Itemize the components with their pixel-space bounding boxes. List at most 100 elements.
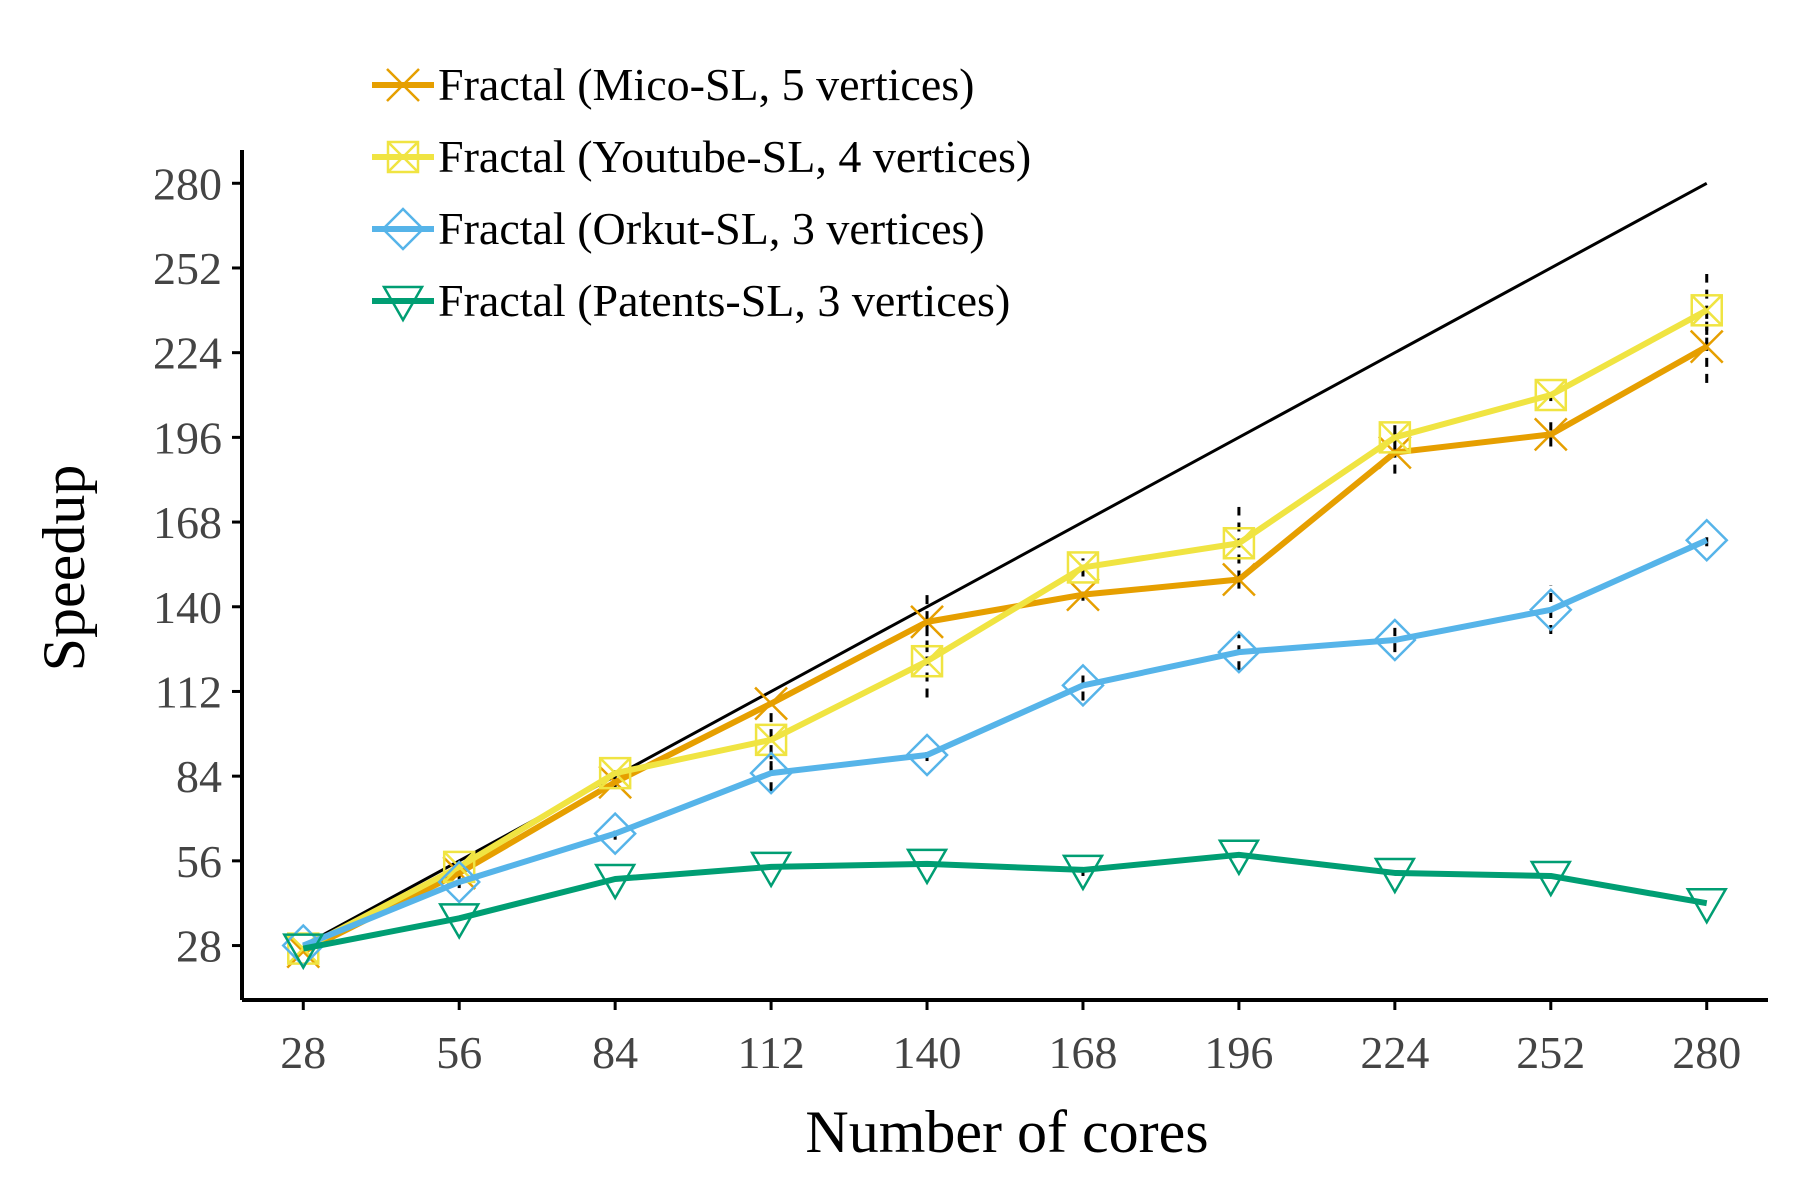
legend-label: Fractal (Patents-SL, 3 vertices) (438, 275, 1010, 326)
series-3 (281, 518, 1729, 968)
data-point (749, 751, 793, 795)
cross-mark (599, 757, 632, 790)
y-tick-label: 252 (153, 243, 222, 294)
diamond-mark (437, 860, 481, 904)
cross-mark (754, 686, 788, 721)
data-point (593, 811, 637, 856)
y-tick-label: 140 (153, 582, 222, 633)
data-point (438, 903, 481, 940)
x-tick-label: 112 (737, 1027, 804, 1078)
x-tick-label: 56 (436, 1027, 482, 1078)
errorbar-layer (457, 274, 1709, 889)
diamond-mark (1684, 518, 1729, 562)
cross-mark (1066, 577, 1100, 612)
data-point (905, 848, 949, 886)
x-tick-label: 168 (1048, 1027, 1117, 1078)
diamond-mark (593, 811, 637, 856)
cross-mark (1690, 294, 1723, 327)
triangle-mark (905, 848, 949, 886)
legend-label: Fractal (Orkut-SL, 3 vertices) (438, 203, 985, 254)
x-axis-title: Number of cores (805, 1099, 1208, 1165)
data-point (1373, 618, 1417, 662)
cross-mark (755, 723, 787, 756)
cross-mark (911, 645, 943, 678)
data-point (1373, 857, 1417, 895)
data-point (1378, 421, 1412, 454)
diamond-mark (381, 207, 425, 251)
legend-label: Fractal (Mico-SL, 5 vertices) (438, 59, 974, 110)
diamond-mark (1061, 663, 1105, 708)
triangle-mark (593, 863, 637, 901)
data-point (1222, 526, 1256, 560)
data-point (1066, 577, 1100, 612)
data-point (1061, 854, 1105, 892)
legend-item-2: Fractal (Youtube-SL, 4 vertices) (372, 131, 1031, 182)
data-point (593, 863, 637, 901)
legend-item-1: Fractal (Mico-SL, 5 vertices) (372, 59, 974, 110)
legend-item-3: Fractal (Orkut-SL, 3 vertices) (372, 203, 985, 254)
data-point (1217, 630, 1261, 674)
triangle-mark (381, 285, 425, 323)
data-point (1066, 551, 1100, 584)
diamond-mark (1217, 630, 1261, 674)
axes-layer: 28 56 84 112 140 168 196 224 252 280 28 56 84 112 140 1… (153, 150, 1768, 1078)
data-point (754, 686, 788, 721)
cross-mark (910, 605, 944, 639)
diamond-mark (749, 751, 793, 795)
y-tick-label: 224 (153, 328, 222, 379)
data-point (1222, 562, 1256, 597)
legend-item-4: Fractal (Patents-SL, 3 vertices) (372, 275, 1010, 326)
y-tick-label: 168 (153, 497, 222, 548)
data-point (1217, 839, 1261, 877)
box-mark (910, 644, 944, 678)
data-point (1529, 860, 1572, 898)
triangle-mark (1373, 857, 1417, 895)
data-point (437, 860, 481, 904)
data-point (598, 756, 632, 790)
series-4 (282, 839, 1728, 971)
x-tick-label: 224 (1360, 1027, 1429, 1078)
series-line (302, 537, 1708, 949)
cross-mark (1534, 379, 1567, 411)
cross-mark (386, 68, 420, 102)
legend-swatch-marker (386, 140, 420, 174)
data-point (1529, 588, 1573, 632)
series-2 (287, 294, 1723, 965)
data-point (1534, 378, 1568, 412)
x-tick-label: 196 (1204, 1027, 1273, 1078)
data-point (910, 605, 944, 639)
series-line (301, 344, 1709, 955)
diamond-mark (905, 733, 949, 777)
x-tick-label: 280 (1672, 1027, 1741, 1078)
data-point (749, 851, 793, 889)
legend-swatch-marker (381, 285, 425, 323)
cross-mark (1689, 329, 1724, 364)
y-tick-label: 112 (155, 666, 222, 717)
y-tick-label: 84 (176, 751, 222, 802)
cross-mark (1378, 421, 1411, 454)
data-point (1533, 417, 1568, 452)
data-point (1061, 663, 1105, 708)
y-tick-label: 280 (153, 158, 222, 209)
series-layer (281, 294, 1729, 971)
triangle-mark (749, 851, 793, 889)
cross-mark (1533, 417, 1568, 452)
cross-mark (1067, 551, 1099, 584)
diamond-mark (1529, 588, 1573, 632)
box-mark (1066, 551, 1100, 584)
box-mark (386, 140, 420, 174)
y-tick-label: 56 (176, 836, 222, 887)
x-tick-label: 140 (893, 1027, 962, 1078)
cross-mark (387, 141, 419, 173)
box-mark (1690, 294, 1723, 327)
data-point (905, 733, 949, 777)
x-tick-label: 252 (1516, 1027, 1585, 1078)
triangle-mark (1529, 860, 1572, 898)
data-point (1689, 329, 1724, 364)
triangle-mark (1061, 854, 1105, 892)
diamond-mark (1373, 618, 1417, 662)
y-axis-title: Speedup (31, 465, 97, 672)
triangle-mark (282, 933, 325, 971)
series-1 (286, 329, 1724, 969)
